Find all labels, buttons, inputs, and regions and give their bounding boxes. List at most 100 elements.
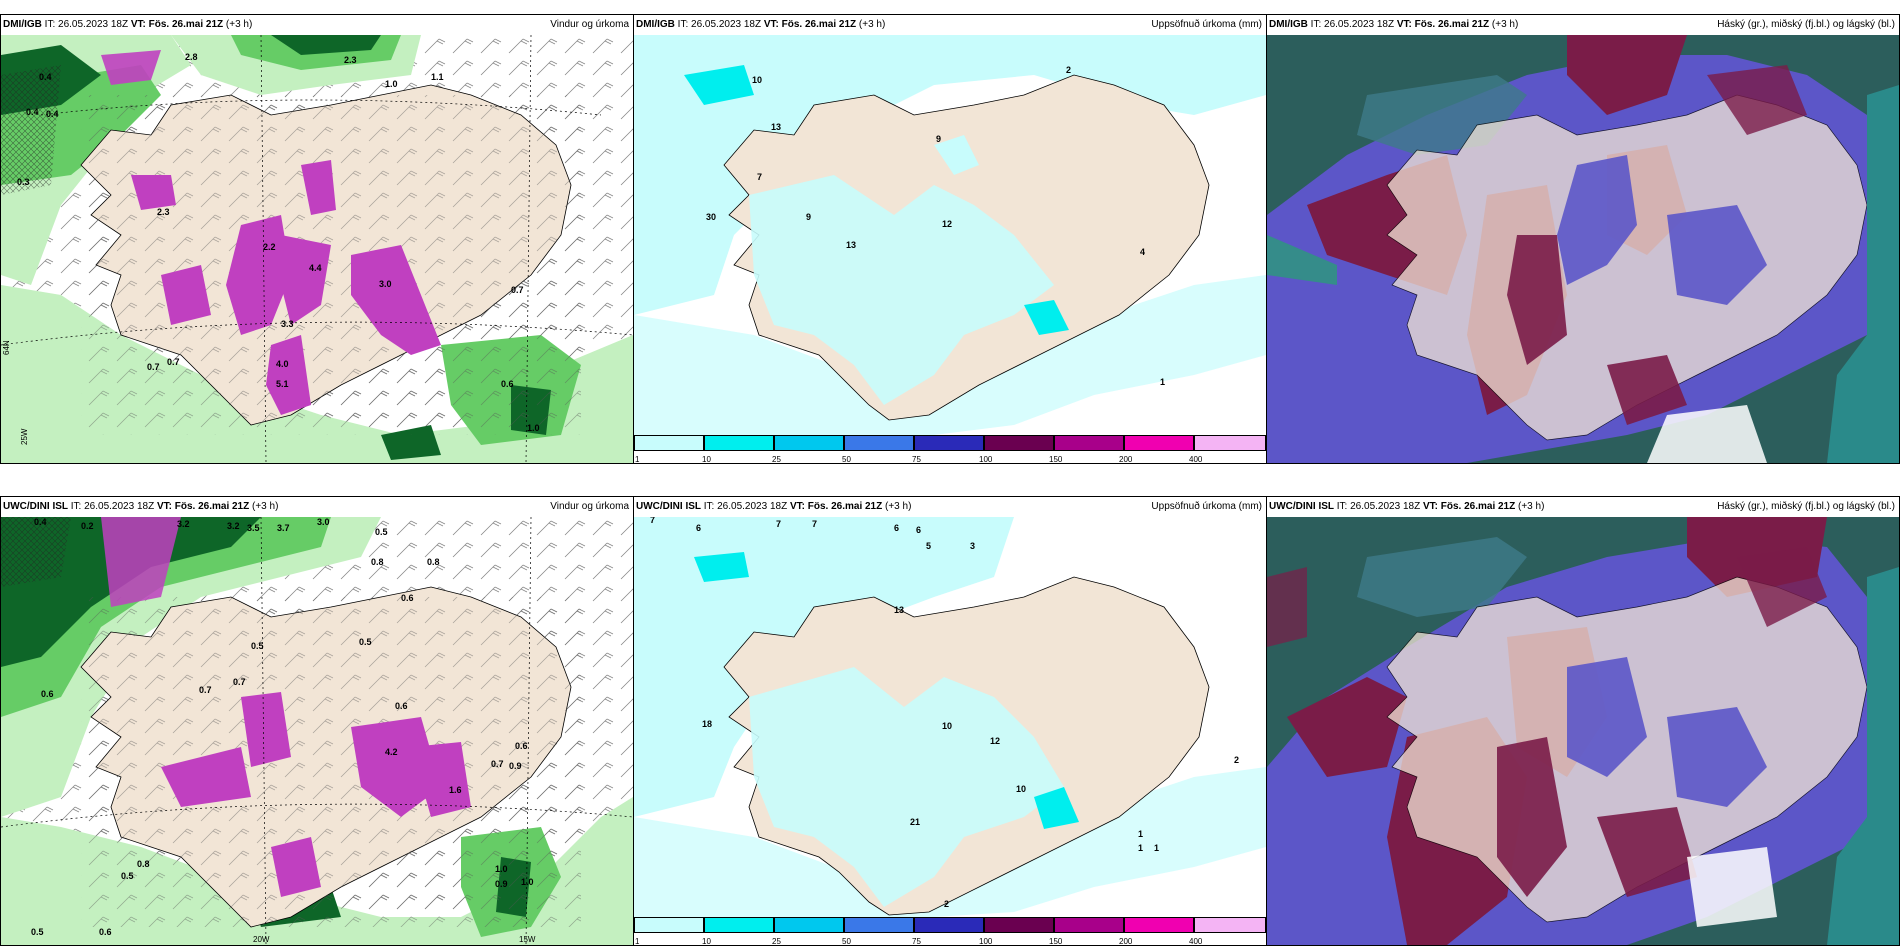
legend-swatch — [914, 917, 984, 933]
value-label: 0.9 — [495, 879, 508, 889]
legend-tick: 10 — [702, 937, 711, 946]
value-label: 0.3 — [17, 177, 30, 187]
value-label: 7 — [776, 519, 781, 529]
legend-swatch — [914, 435, 984, 451]
value-label: 4.4 — [309, 263, 322, 273]
legend-swatch — [1194, 435, 1266, 451]
value-label: 10 — [942, 721, 952, 731]
value-label: 0.4 — [34, 517, 47, 527]
panel-title: Háský (gr.), miðský (fj.bl.) og lágský (… — [1717, 19, 1895, 30]
accum-precip-map: 7 6 7 7 6 6 5 3 18 10 12 13 21 10 2 1 1 … — [634, 517, 1266, 917]
value-label: 6 — [916, 525, 921, 535]
value-label: 1.1 — [431, 72, 444, 82]
value-label: 0.7 — [491, 759, 504, 769]
value-label: 0.7 — [199, 685, 212, 695]
value-label: 7 — [650, 517, 655, 525]
value-label: 10 — [752, 75, 762, 85]
value-label: 6 — [894, 523, 899, 533]
legend-swatch — [1054, 435, 1124, 451]
value-label: 0.9 — [509, 761, 522, 771]
value-label: 2 — [1234, 755, 1239, 765]
panel-header: DMI/IGB IT: 26.05.2023 18Z VT: Fös. 26.m… — [1267, 15, 1899, 35]
value-label: 0.6 — [515, 741, 528, 751]
value-label: 0.7 — [167, 357, 180, 367]
panel-title: Uppsöfnuð úrkoma (mm) — [1151, 19, 1262, 30]
accum-precip-panel-dmi: DMI/IGB IT: 26.05.2023 18Z VT: Fös. 26.m… — [633, 14, 1267, 464]
legend-tick: 150 — [1049, 937, 1063, 946]
precip-labels-bottom: 7 6 7 7 6 6 5 3 18 10 12 13 21 10 2 1 1 … — [650, 517, 1239, 909]
value-label: 5 — [926, 541, 931, 551]
legend-swatch — [844, 917, 914, 933]
accum-precip-map: 10 13 7 30 9 12 13 9 2 4 1 — [634, 35, 1266, 435]
precip-labels-top: 10 13 7 30 9 12 13 9 2 4 1 — [706, 65, 1165, 387]
cloud-map — [1267, 517, 1899, 945]
legend-tick: 75 — [912, 937, 921, 946]
value-label: 2 — [944, 899, 949, 909]
value-label: 0.8 — [371, 557, 384, 567]
value-label: 0.5 — [31, 927, 44, 937]
panel-title: Háský (gr.), miðský (fj.bl.) og lágský (… — [1717, 501, 1895, 512]
legend-swatch — [984, 435, 1054, 451]
legend-swatch — [634, 917, 704, 933]
value-label: 1.6 — [449, 785, 462, 795]
wind-precip-panel-dmi: DMI/IGB IT: 26.05.2023 18Z VT: Fös. 26.m… — [0, 14, 634, 464]
value-label: 1 — [1138, 843, 1143, 853]
wind-labels-top: 0.4 0.4 0.4 2.8 2.3 1.1 1.0 0.3 2.2 3.0 … — [17, 52, 540, 433]
axis-label-20w: 20W — [253, 935, 270, 944]
legend-swatch — [704, 917, 774, 933]
value-label: 2.8 — [185, 52, 198, 62]
value-label: 0.5 — [375, 527, 388, 537]
legend-tick: 50 — [842, 455, 851, 464]
value-label: 0.5 — [251, 641, 264, 651]
legend-tick: 25 — [772, 455, 781, 464]
value-label: 1.0 — [385, 79, 398, 89]
value-label: 3.2 — [227, 521, 240, 531]
legend-tick: 10 — [702, 455, 711, 464]
value-label: 2.2 — [263, 242, 276, 252]
value-label: 12 — [990, 736, 1000, 746]
legend-tick: 200 — [1119, 455, 1133, 464]
legend-swatch — [774, 917, 844, 933]
legend-tick: 1 — [635, 455, 640, 464]
value-label: 0.8 — [427, 557, 440, 567]
value-label: 3.5 — [247, 523, 260, 533]
value-label: 1 — [1160, 377, 1165, 387]
legend-swatch — [704, 435, 774, 451]
value-label: 0.6 — [401, 593, 414, 603]
legend-tick: 100 — [979, 937, 993, 946]
panel-header: DMI/IGB IT: 26.05.2023 18Z VT: Fös. 26.m… — [1, 15, 633, 35]
wind-precip-panel-uwc: UWC/DINI ISL IT: 26.05.2023 18Z VT: Fös.… — [0, 496, 634, 946]
value-label: 13 — [771, 122, 781, 132]
legend-tick: 100 — [979, 455, 993, 464]
legend-swatch — [1124, 917, 1194, 933]
value-label: 7 — [812, 519, 817, 529]
value-label: 4.0 — [276, 359, 289, 369]
panel-header: UWC/DINI ISL IT: 26.05.2023 18Z VT: Fös.… — [1, 497, 633, 517]
legend-tick: 400 — [1189, 455, 1203, 464]
legend-swatch — [1124, 435, 1194, 451]
value-label: 4 — [1140, 247, 1145, 257]
accum-precip-panel-uwc: UWC/DINI ISL IT: 26.05.2023 18Z VT: Fös.… — [633, 496, 1267, 946]
value-label: 1.0 — [521, 877, 534, 887]
value-label: 0.4 — [26, 107, 39, 117]
value-label: 10 — [1016, 784, 1026, 794]
value-label: 0.4 — [39, 72, 52, 82]
value-label: 7 — [757, 172, 762, 182]
value-label: 3.3 — [281, 319, 294, 329]
value-label: 1.0 — [527, 423, 540, 433]
value-label: 2.3 — [157, 207, 170, 217]
panel-title: Vindur og úrkoma — [550, 501, 629, 512]
value-label: 0.4 — [46, 109, 59, 119]
value-label: 0.2 — [81, 521, 94, 531]
wind-precip-map: 0.4 0.2 3.2 3.2 3.5 3.7 3.0 0.5 0.8 0.8 … — [1, 517, 633, 945]
precip-color-legend: 1 10 25 50 75 100 150 200 400 — [634, 435, 1266, 463]
legend-tick: 75 — [912, 455, 921, 464]
legend-tick: 400 — [1189, 937, 1203, 946]
legend-swatch — [984, 917, 1054, 933]
cloud-panel-dmi: DMI/IGB IT: 26.05.2023 18Z VT: Fös. 26.m… — [1266, 14, 1900, 464]
cloud-panel-uwc: UWC/DINI ISL IT: 26.05.2023 18Z VT: Fös.… — [1266, 496, 1900, 946]
value-label: 30 — [706, 212, 716, 222]
value-label: 0.5 — [121, 871, 134, 881]
value-label: 0.6 — [99, 927, 112, 937]
value-label: 0.7 — [511, 285, 524, 295]
